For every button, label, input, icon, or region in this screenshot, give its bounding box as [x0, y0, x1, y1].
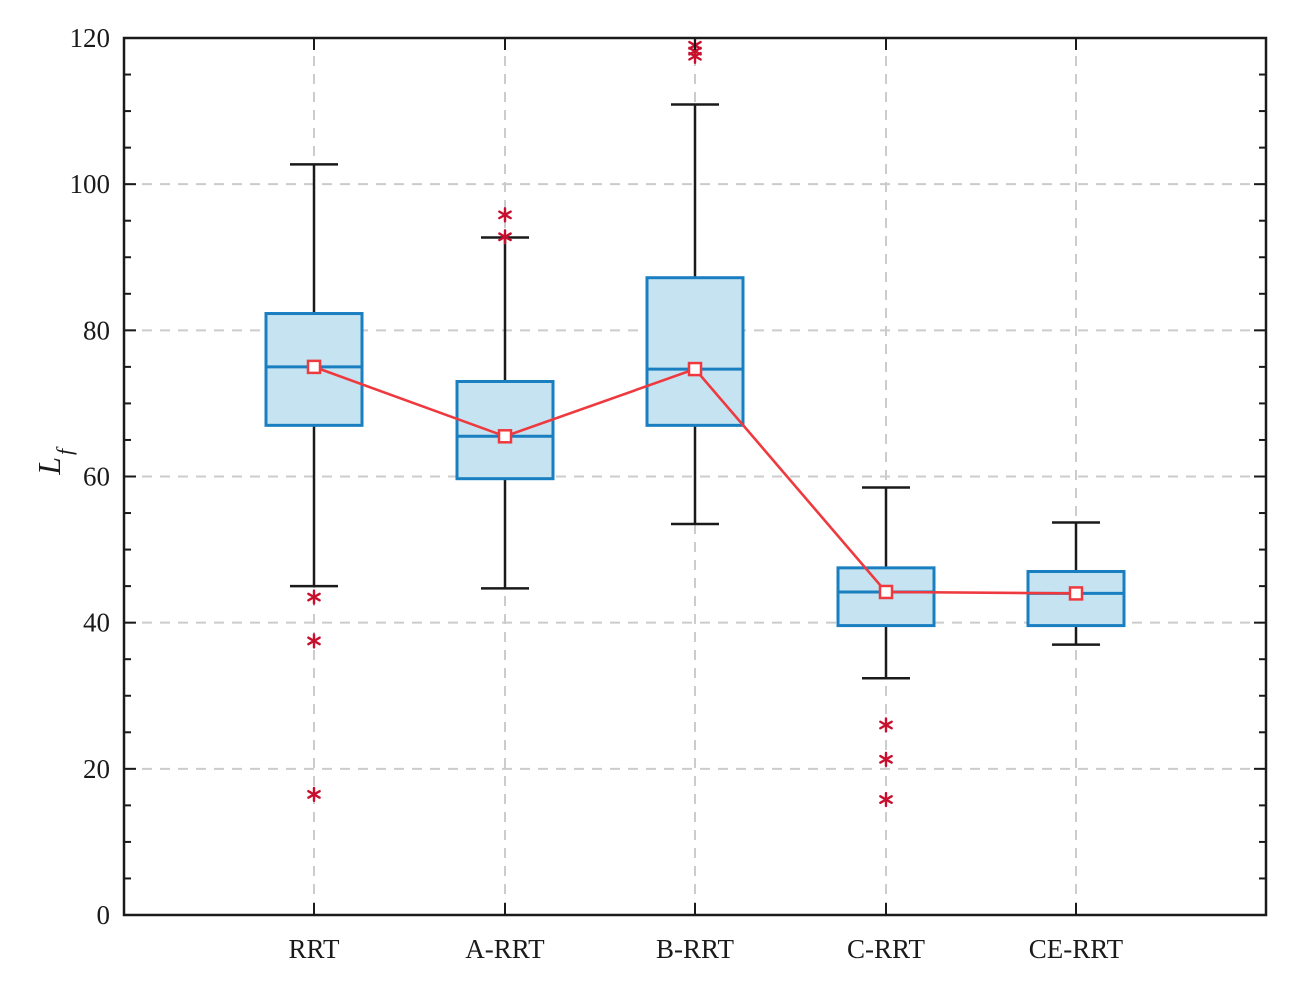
axis-layer: [122, 36, 1268, 917]
outlier-stroke: [879, 795, 893, 804]
outlier-marker-b-rrt-2: [688, 48, 702, 64]
mean-line-layer: [306, 359, 1084, 601]
x-tick-label-b-rrt: B-RRT: [656, 934, 734, 964]
y-tick-label-120: 120: [70, 23, 111, 53]
x-tick-label-ce-rrt: CE-RRT: [1029, 934, 1124, 964]
outlier-marker-rrt-1: [307, 633, 321, 649]
outlier-marker-a-rrt-0: [498, 207, 512, 223]
y-tick-label-100: 100: [70, 169, 111, 199]
outlier-stroke: [307, 789, 321, 799]
y-tick-label-80: 80: [83, 315, 110, 345]
y-tick-label-40: 40: [83, 608, 110, 638]
outlier-stroke: [688, 51, 702, 61]
box-group-c-rrt: [836, 486, 936, 808]
mean-marker-rrt: [306, 359, 322, 375]
outlier-marker-c-rrt-0: [879, 717, 893, 733]
mean-marker-b-rrt: [687, 361, 703, 377]
mean-marker-ce-rrt: [1068, 586, 1084, 601]
outlier-marker-c-rrt-2: [879, 791, 893, 808]
outlier-marker-c-rrt-1: [879, 751, 893, 768]
outlier-stroke: [879, 720, 893, 730]
box-iqr-b-rrt: [645, 276, 745, 427]
y-axis-label: Lf: [31, 446, 77, 476]
outlier-stroke: [879, 754, 893, 764]
outlier-marker-rrt-0: [307, 589, 321, 605]
label-layer: 0 20 40 60 80 100 120 RRT A-RRT B-RRT C-RRT CE-RRT L…: [31, 23, 1124, 964]
outlier-stroke: [307, 636, 321, 646]
y-tick-label-0: 0: [97, 900, 111, 930]
x-tick-label-a-rrt: A-RRT: [465, 934, 545, 964]
box-group-ce-rrt: [1026, 521, 1126, 646]
box-group-b-rrt: [645, 37, 745, 526]
x-tick-label-rrt: RRT: [289, 934, 340, 964]
y-axis-label-subscript: f: [52, 446, 77, 455]
box-layer: [264, 37, 1126, 808]
y-tick-label-60: 60: [83, 462, 110, 492]
outlier-stroke: [498, 232, 512, 242]
y-axis-label-main: L: [31, 457, 67, 476]
outlier-stroke: [307, 592, 321, 602]
outlier-marker-rrt-2: [307, 786, 321, 803]
x-tick-label-c-rrt: C-RRT: [847, 934, 925, 964]
y-tick-label-20: 20: [83, 754, 110, 784]
outlier-marker-a-rrt-1: [498, 229, 512, 245]
mean-marker-c-rrt: [878, 584, 894, 600]
box-group-a-rrt: [455, 207, 555, 590]
outlier-stroke: [498, 210, 512, 220]
mean-marker-a-rrt: [497, 429, 513, 444]
